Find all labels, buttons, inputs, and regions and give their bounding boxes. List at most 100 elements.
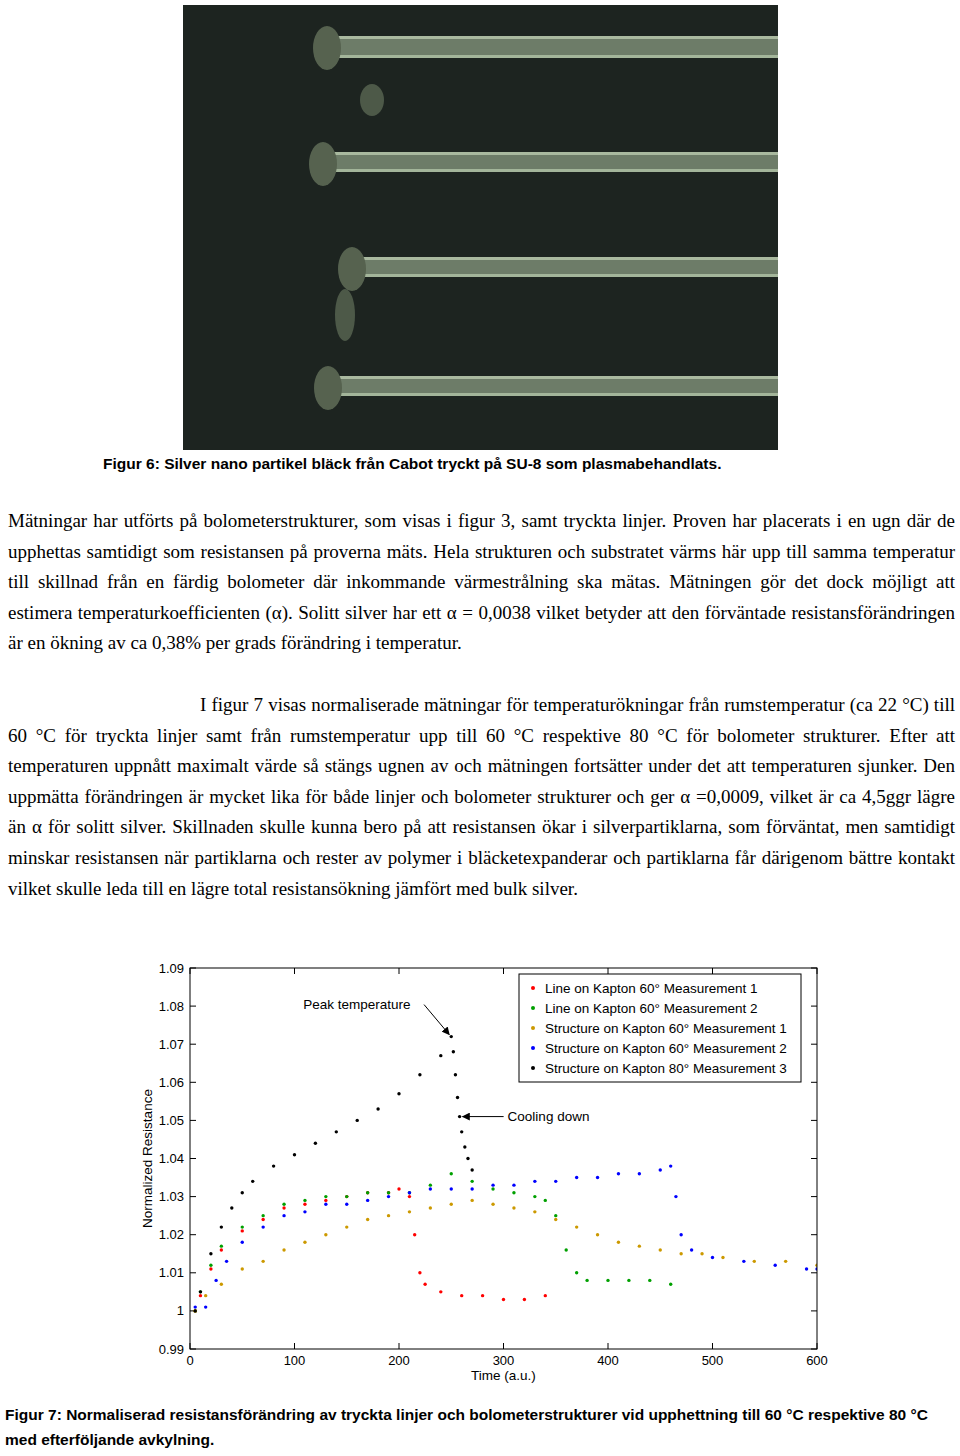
data-point: [387, 1191, 390, 1194]
data-point: [418, 1073, 421, 1076]
y-tick: [190, 1196, 196, 1197]
data-point: [711, 1256, 714, 1259]
x-tick-label: 400: [597, 1353, 619, 1368]
data-point: [585, 1279, 588, 1282]
photo-blob: [314, 366, 342, 410]
data-point: [303, 1241, 306, 1244]
data-point: [408, 1210, 411, 1213]
x-tick-label: 100: [284, 1353, 306, 1368]
legend-label: Structure on Kapton 60° Measurement 2: [545, 1041, 787, 1056]
y-tick: [190, 1272, 196, 1273]
data-point: [638, 1172, 641, 1175]
data-point: [366, 1191, 369, 1194]
y-tick: [811, 1006, 817, 1007]
data-point: [194, 1309, 197, 1312]
x-tick: [294, 968, 295, 974]
data-point: [700, 1252, 703, 1255]
data-point: [429, 1187, 432, 1190]
data-point: [512, 1183, 515, 1186]
photo-background: [183, 5, 778, 450]
data-point: [194, 1309, 197, 1312]
data-point: [617, 1172, 620, 1175]
y-tick: [190, 1006, 196, 1007]
data-point: [230, 1206, 233, 1209]
data-point: [669, 1283, 672, 1286]
data-point: [491, 1187, 494, 1190]
data-point: [429, 1183, 432, 1186]
data-point: [456, 1096, 459, 1099]
x-tick: [712, 1343, 713, 1349]
data-point: [220, 1248, 223, 1251]
y-tick: [811, 1044, 817, 1045]
data-point: [345, 1195, 348, 1198]
plot-area: [190, 968, 817, 1349]
series: [194, 1164, 817, 1308]
legend-marker: [531, 1026, 535, 1030]
data-point: [366, 1199, 369, 1202]
data-point: [523, 1298, 526, 1301]
data-point: [376, 1107, 379, 1110]
y-tick: [811, 1310, 817, 1311]
y-tick: [811, 1158, 817, 1159]
photo-strip: [325, 152, 778, 172]
legend-marker: [531, 986, 535, 990]
data-point: [596, 1233, 599, 1236]
y-tick: [190, 1234, 196, 1235]
x-tick: [294, 1343, 295, 1349]
data-point: [209, 1252, 212, 1255]
data-point: [491, 1203, 494, 1206]
data-point: [454, 1073, 457, 1076]
y-tick: [811, 1120, 817, 1121]
data-point: [470, 1187, 473, 1190]
data-point: [690, 1248, 693, 1251]
data-point: [450, 1172, 453, 1175]
data-point: [481, 1294, 484, 1297]
y-tick: [811, 1272, 817, 1273]
y-tick: [811, 1196, 817, 1197]
y-tick-label: 1.09: [159, 961, 184, 976]
data-point: [408, 1195, 411, 1198]
data-point: [272, 1164, 275, 1167]
data-point: [261, 1225, 264, 1228]
data-point: [241, 1267, 244, 1270]
chart: 0.9911.011.021.031.041.051.061.071.081.0…: [0, 945, 960, 1395]
figure-caption: Figur 6: Silver nano partikel bläck från…: [103, 455, 721, 473]
data-point: [554, 1218, 557, 1221]
data-point: [293, 1153, 296, 1156]
data-point: [679, 1233, 682, 1236]
data-point: [408, 1191, 411, 1194]
data-point: [387, 1195, 390, 1198]
data-point: [466, 1157, 469, 1160]
data-point: [209, 1263, 212, 1266]
data-point: [194, 1309, 197, 1312]
data-point: [512, 1191, 515, 1194]
paragraph: I figur 7 visas normaliserade mätningar …: [8, 690, 955, 904]
data-point: [554, 1214, 557, 1217]
x-tick: [608, 1343, 609, 1349]
data-point: [356, 1119, 359, 1122]
data-point: [554, 1180, 557, 1183]
data-point: [209, 1267, 212, 1270]
data-point: [617, 1241, 620, 1244]
data-point: [774, 1263, 777, 1266]
data-point: [423, 1283, 426, 1286]
data-point: [470, 1168, 473, 1171]
data-point: [303, 1203, 306, 1206]
y-tick-label: 1.05: [159, 1113, 184, 1128]
legend-label: Structure on Kapton 80° Measurement 3: [545, 1061, 787, 1076]
data-point: [458, 1115, 461, 1118]
data-point: [659, 1248, 662, 1251]
data-point: [669, 1164, 672, 1167]
y-tick: [811, 1234, 817, 1235]
data-point: [463, 1145, 466, 1148]
data-point: [324, 1195, 327, 1198]
data-point: [204, 1305, 207, 1308]
data-point: [204, 1294, 207, 1297]
photo-strip: [335, 36, 778, 58]
data-point: [282, 1206, 285, 1209]
data-point: [512, 1206, 515, 1209]
data-point: [533, 1195, 536, 1198]
data-point: [335, 1130, 338, 1133]
data-point: [220, 1283, 223, 1286]
series: [194, 1172, 673, 1313]
